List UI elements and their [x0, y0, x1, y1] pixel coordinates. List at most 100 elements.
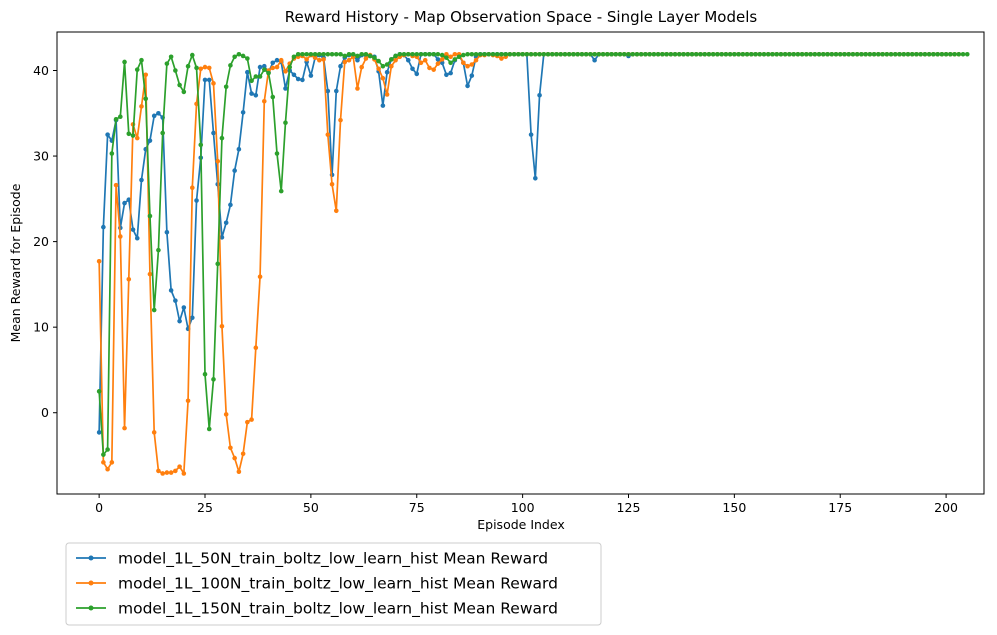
data-point — [444, 51, 449, 57]
data-point — [914, 51, 919, 57]
y-tick-label: 40 — [33, 63, 49, 78]
data-point — [876, 51, 881, 57]
data-point — [113, 116, 119, 122]
data-point — [257, 64, 263, 70]
data-point — [410, 66, 415, 72]
data-point — [223, 412, 229, 417]
data-point — [782, 51, 788, 57]
data-point — [677, 51, 682, 57]
data-point — [600, 51, 606, 57]
x-axis-label: Episode Index — [477, 517, 564, 532]
x-tick-label: 50 — [303, 500, 319, 515]
x-tick-label: 100 — [511, 500, 535, 515]
data-point — [333, 208, 339, 214]
data-point — [139, 177, 144, 183]
data-point — [126, 276, 132, 282]
data-point — [520, 51, 525, 57]
data-point — [109, 151, 115, 156]
data-point — [575, 51, 580, 57]
data-point — [380, 103, 386, 108]
data-point — [461, 60, 466, 66]
data-point — [952, 51, 957, 57]
data-point — [253, 345, 259, 351]
data-point — [118, 234, 123, 239]
data-point — [283, 86, 288, 91]
data-point — [448, 70, 453, 76]
data-point — [511, 51, 517, 57]
data-point — [384, 69, 390, 75]
data-point — [134, 135, 140, 141]
data-point — [706, 51, 712, 57]
data-point — [160, 471, 165, 476]
data-point — [439, 57, 445, 62]
data-point — [473, 57, 479, 63]
data-point — [435, 61, 441, 66]
data-point — [130, 227, 136, 232]
data-point — [291, 54, 297, 60]
legend-label: model_1L_100N_train_boltz_low_learn_hist… — [118, 575, 558, 594]
data-point — [270, 60, 276, 66]
data-point — [465, 51, 470, 57]
data-point — [270, 94, 276, 100]
data-point — [147, 213, 153, 219]
data-point — [554, 51, 559, 57]
data-point — [304, 51, 309, 57]
data-point — [422, 51, 428, 57]
data-point — [181, 471, 187, 476]
data-point — [668, 51, 674, 57]
data-point — [342, 53, 348, 59]
data-point — [308, 73, 314, 78]
data-point — [499, 56, 504, 61]
data-point — [376, 66, 381, 72]
data-point — [105, 447, 110, 452]
data-point — [151, 113, 157, 119]
data-point — [177, 82, 182, 88]
data-point — [173, 298, 178, 303]
data-point — [312, 51, 318, 57]
data-point — [583, 51, 589, 57]
data-point — [177, 318, 182, 324]
data-point — [414, 71, 420, 77]
chart-title: Reward History - Map Observation Space -… — [285, 8, 758, 26]
data-point — [236, 51, 242, 57]
data-point — [795, 51, 801, 57]
data-point — [202, 64, 208, 70]
data-point — [134, 67, 140, 72]
data-point — [96, 258, 102, 264]
data-point — [558, 51, 564, 57]
data-point — [918, 51, 923, 57]
data-point — [393, 53, 398, 59]
data-point — [261, 63, 267, 69]
data-point — [333, 88, 339, 94]
data-point — [278, 57, 284, 63]
data-point — [287, 64, 293, 70]
data-point — [660, 51, 665, 57]
data-point — [384, 62, 390, 67]
data-point — [566, 51, 572, 57]
data-point — [321, 51, 326, 57]
data-point — [867, 51, 873, 57]
data-point — [245, 56, 250, 61]
x-tick-label: 200 — [934, 500, 958, 515]
data-point — [732, 51, 737, 57]
data-point — [482, 51, 487, 57]
data-point — [765, 51, 771, 57]
data-point — [469, 51, 475, 57]
data-point — [215, 261, 221, 267]
data-point — [122, 200, 127, 206]
data-point — [295, 76, 301, 82]
data-point — [300, 77, 305, 83]
data-point — [333, 51, 339, 57]
data-point — [134, 235, 140, 241]
data-point — [922, 51, 928, 57]
ticks-layer: 0 25 50 75 100 125 150 175 200 0 10 20 30 40 — [33, 63, 958, 515]
data-point — [249, 417, 254, 422]
data-point — [198, 142, 204, 148]
legend-label: model_1L_50N_train_boltz_low_learn_hist … — [118, 550, 548, 569]
data-point — [647, 51, 652, 57]
data-point — [236, 146, 242, 152]
data-point — [274, 57, 280, 63]
data-point — [787, 51, 792, 57]
data-point — [130, 133, 136, 138]
